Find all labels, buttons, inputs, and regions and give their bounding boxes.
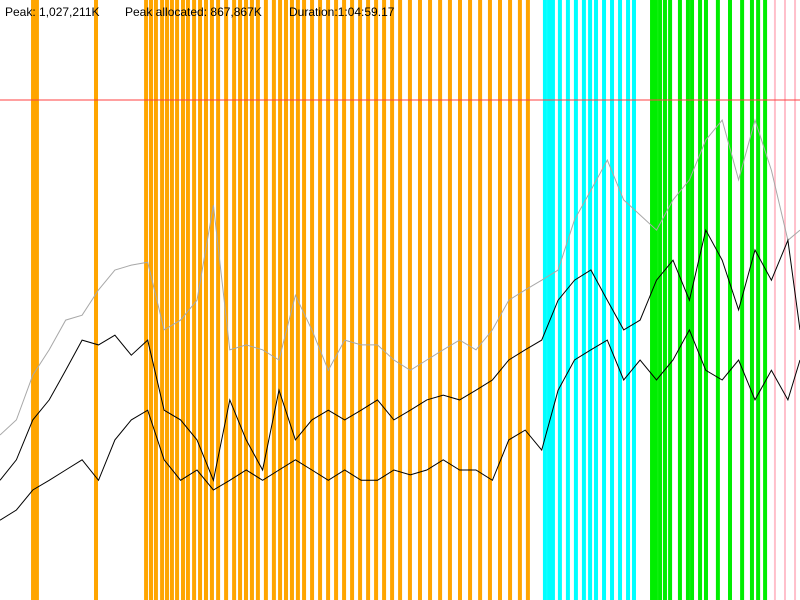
- event-bar: [382, 0, 387, 600]
- event-bar: [144, 0, 149, 600]
- event-bar: [653, 0, 658, 600]
- event-bar: [650, 0, 655, 600]
- series-line: [0, 118, 800, 436]
- event-bar: [398, 0, 403, 600]
- event-bar: [94, 0, 99, 600]
- event-bar: [457, 0, 462, 600]
- event-bar: [249, 0, 254, 600]
- event-bar: [342, 0, 347, 600]
- series-line: [0, 228, 800, 483]
- event-bar: [749, 0, 754, 600]
- event-bar: [374, 0, 379, 600]
- event-bar: [224, 0, 229, 600]
- event-bar: [407, 0, 412, 600]
- event-bar: [160, 0, 165, 600]
- event-bar: [153, 0, 158, 600]
- event-bar: [698, 0, 703, 600]
- event-bar: [602, 0, 607, 600]
- event-bar: [715, 0, 720, 600]
- event-bar: [232, 0, 237, 600]
- event-bar: [756, 0, 761, 600]
- event-bar: [525, 0, 530, 600]
- event-bar: [326, 0, 331, 600]
- event-bar: [238, 0, 243, 600]
- event-bar: [573, 0, 578, 600]
- labels: Peak: 1,027,211K Peak allocated: 867,867…: [5, 5, 395, 19]
- event-bar: [794, 0, 797, 600]
- event-bar: [498, 0, 503, 600]
- event-bar: [366, 0, 371, 600]
- event-bar: [198, 0, 203, 600]
- event-bar: [216, 0, 221, 600]
- event-bar: [565, 0, 570, 600]
- event-bar: [271, 0, 276, 600]
- event-bar: [517, 0, 522, 600]
- event-bar: [289, 0, 294, 600]
- event-bar: [284, 0, 289, 600]
- event-bar: [685, 0, 690, 600]
- event-bar: [263, 0, 268, 600]
- event-bar: [626, 0, 631, 600]
- event-bar: [773, 0, 776, 600]
- event-bar: [763, 0, 768, 600]
- event-bar: [185, 0, 190, 600]
- event-bar: [783, 0, 786, 600]
- event-bar: [557, 0, 562, 600]
- peak-label: Peak: 1,027,211K: [5, 5, 100, 19]
- event-bar: [728, 0, 733, 600]
- event-bar: [447, 0, 452, 600]
- event-bar: [302, 0, 307, 600]
- event-bar: [703, 0, 708, 600]
- event-bar: [478, 0, 483, 600]
- event-bar: [668, 0, 673, 600]
- event-bar: [169, 0, 174, 600]
- event-bar: [34, 0, 39, 600]
- event-bar: [209, 0, 214, 600]
- event-bar: [547, 0, 552, 600]
- event-bar: [550, 0, 555, 600]
- series-line: [0, 328, 800, 521]
- peak-allocated-label: Peak allocated: 867,867K: [125, 5, 262, 19]
- event-bar: [350, 0, 355, 600]
- event-bar: [588, 0, 593, 600]
- event-bar: [318, 0, 323, 600]
- event-bar: [618, 0, 623, 600]
- event-bar: [334, 0, 339, 600]
- event-bar: [740, 0, 745, 600]
- event-bar: [244, 0, 249, 600]
- lines: [0, 99, 800, 521]
- event-bar: [31, 0, 36, 600]
- event-bar: [181, 0, 186, 600]
- event-bar: [192, 0, 197, 600]
- event-bar: [438, 0, 443, 600]
- event-bar: [542, 0, 547, 600]
- event-bar: [358, 0, 363, 600]
- event-bar: [390, 0, 395, 600]
- duration-label: Duration:1:04:59.17: [289, 5, 395, 19]
- event-bar: [255, 0, 260, 600]
- event-bar: [487, 0, 492, 600]
- event-bar: [662, 0, 667, 600]
- event-bar: [610, 0, 615, 600]
- event-bar: [310, 0, 315, 600]
- event-bar: [278, 0, 283, 600]
- events: [31, 0, 797, 600]
- event-bar: [165, 0, 170, 600]
- event-bar: [149, 0, 154, 600]
- event-bar: [468, 0, 473, 600]
- event-bar: [631, 0, 636, 600]
- event-bar: [594, 0, 599, 600]
- event-bar: [428, 0, 433, 600]
- event-bar: [677, 0, 682, 600]
- event-bar: [175, 0, 180, 600]
- event-bar: [417, 0, 422, 600]
- event-bar: [581, 0, 586, 600]
- event-bar: [658, 0, 663, 600]
- event-bar: [690, 0, 695, 600]
- event-bar: [203, 0, 208, 600]
